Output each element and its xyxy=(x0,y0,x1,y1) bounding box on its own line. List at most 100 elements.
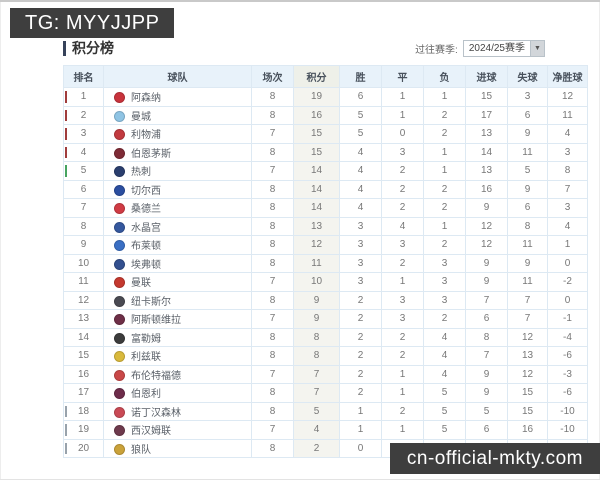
team-crest-icon xyxy=(114,166,125,178)
standings-table: 排名 球队 场次 积分胜平负进球 失球 净胜球 1 阿森纳 8 19 6 1 1 15 3 12 2 曼城 8 16… xyxy=(63,65,588,458)
team-cell: 利兹联 xyxy=(103,346,252,366)
table-row: 18 诺丁汉森林 8 5 1 2 5 5 15 -10 xyxy=(63,401,588,421)
gf-cell: 5 xyxy=(465,401,508,421)
season-dropdown[interactable]: 2024/25赛季 ▼ xyxy=(462,39,545,57)
team-name: 布伦特福德 xyxy=(131,370,181,382)
team-crest-icon xyxy=(114,92,125,104)
played-cell: 7 xyxy=(251,309,294,329)
draw-cell: 4 xyxy=(381,216,424,236)
column-header-7: 进球 xyxy=(465,65,508,88)
site-watermark-badge: cn-official-mkty.com xyxy=(389,443,600,474)
team-cell: 纽卡斯尔 xyxy=(103,290,252,310)
loss-cell: 1 xyxy=(423,161,466,181)
played-cell: 7 xyxy=(251,420,294,440)
column-header-2: 场次 xyxy=(251,65,294,88)
played-cell: 7 xyxy=(251,272,294,292)
rank-cell: 12 xyxy=(63,290,104,310)
rank-cell: 2 xyxy=(63,105,104,125)
team-name: 利兹联 xyxy=(131,352,161,364)
win-cell: 2 xyxy=(339,364,382,384)
rank-cell: 9 xyxy=(63,235,104,255)
points-cell: 7 xyxy=(293,364,340,384)
team-crest-icon xyxy=(114,203,125,215)
ga-cell: 11 xyxy=(507,142,548,162)
draw-cell: 2 xyxy=(381,346,424,366)
win-cell: 2 xyxy=(339,290,382,310)
gd-cell: 7 xyxy=(547,179,588,199)
team-crest-icon xyxy=(114,443,125,455)
zone-indicator-bar xyxy=(65,109,67,121)
team-name: 诺丁汉森林 xyxy=(131,407,181,419)
team-name: 水晶宫 xyxy=(131,222,161,234)
team-crest-icon xyxy=(114,332,125,344)
team-name: 埃弗顿 xyxy=(131,259,161,271)
team-crest-icon xyxy=(114,184,125,196)
page-title: 积分榜 xyxy=(63,40,114,56)
gd-cell: -6 xyxy=(547,346,588,366)
draw-cell: 0 xyxy=(381,124,424,144)
team-cell: 伯恩茅斯 xyxy=(103,142,252,162)
gf-cell: 9 xyxy=(465,272,508,292)
chevron-down-icon[interactable]: ▼ xyxy=(530,40,544,56)
points-cell: 8 xyxy=(293,327,340,347)
win-cell: 5 xyxy=(339,124,382,144)
loss-cell: 2 xyxy=(423,235,466,255)
team-cell: 阿森纳 xyxy=(103,87,252,107)
draw-cell: 2 xyxy=(381,327,424,347)
zone-indicator-bar xyxy=(65,424,67,436)
points-cell: 5 xyxy=(293,401,340,421)
points-cell: 9 xyxy=(293,290,340,310)
gd-cell: -2 xyxy=(547,272,588,292)
team-name: 利物浦 xyxy=(131,130,161,142)
played-cell: 8 xyxy=(251,438,294,458)
rank-cell: 18 xyxy=(63,401,104,421)
zone-indicator-bar xyxy=(65,442,67,454)
draw-cell: 3 xyxy=(381,142,424,162)
win-cell: 2 xyxy=(339,309,382,329)
column-header-3: 积分 xyxy=(293,65,340,88)
played-cell: 8 xyxy=(251,105,294,125)
rank-cell: 4 xyxy=(63,142,104,162)
zone-indicator-bar xyxy=(65,128,67,140)
team-name: 西汉姆联 xyxy=(131,426,171,438)
table-header-row: 排名 球队 场次 积分胜平负进球 失球 净胜球 xyxy=(63,65,588,88)
team-crest-icon xyxy=(114,388,125,400)
points-cell: 11 xyxy=(293,253,340,273)
loss-cell: 4 xyxy=(423,346,466,366)
points-cell: 15 xyxy=(293,142,340,162)
team-name: 富勒姆 xyxy=(131,333,161,345)
ga-cell: 7 xyxy=(507,290,548,310)
rank-cell: 1 xyxy=(63,87,104,107)
loss-cell: 5 xyxy=(423,420,466,440)
gd-cell: -1 xyxy=(547,309,588,329)
win-cell: 0 xyxy=(339,438,382,458)
table-row: 17 伯恩利 8 7 2 1 5 9 15 -6 xyxy=(63,383,588,403)
ga-cell: 12 xyxy=(507,364,548,384)
points-cell: 7 xyxy=(293,383,340,403)
season-dropdown-value[interactable]: 2024/25赛季 xyxy=(468,42,525,54)
rank-cell: 17 xyxy=(63,383,104,403)
rank-cell: 14 xyxy=(63,327,104,347)
team-crest-icon xyxy=(114,295,125,307)
zone-indicator-bar xyxy=(65,91,67,103)
gd-cell: -6 xyxy=(547,383,588,403)
team-crest-icon xyxy=(114,369,125,381)
ga-cell: 9 xyxy=(507,253,548,273)
team-name: 切尔西 xyxy=(131,185,161,197)
points-cell: 12 xyxy=(293,235,340,255)
team-crest-icon xyxy=(114,221,125,233)
win-cell: 1 xyxy=(339,401,382,421)
team-cell: 伯恩利 xyxy=(103,383,252,403)
gf-cell: 13 xyxy=(465,124,508,144)
rank-cell: 20 xyxy=(63,438,104,458)
rank-cell: 13 xyxy=(63,309,104,329)
win-cell: 4 xyxy=(339,161,382,181)
played-cell: 8 xyxy=(251,179,294,199)
zone-indicator-bar xyxy=(65,146,67,158)
rank-cell: 5 xyxy=(63,161,104,181)
points-cell: 14 xyxy=(293,179,340,199)
team-name: 布莱顿 xyxy=(131,241,161,253)
loss-cell: 1 xyxy=(423,216,466,236)
rank-cell: 3 xyxy=(63,124,104,144)
draw-cell: 1 xyxy=(381,105,424,125)
